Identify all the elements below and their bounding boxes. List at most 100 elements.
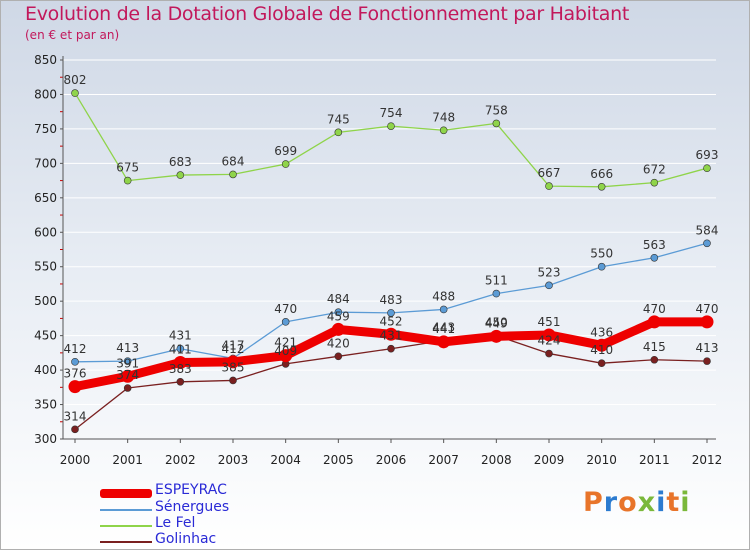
data-point-lefel: [334, 128, 343, 137]
data-label-espeyrac: 452: [380, 314, 403, 328]
data-point-snergues: [123, 357, 132, 365]
legend-swatch-le-fel: [100, 525, 152, 527]
data-label-golinhac: 413: [696, 341, 719, 355]
data-label-lefel: 802: [64, 73, 87, 87]
data-label-lefel: 745: [327, 112, 350, 126]
data-point-espeyrac: [437, 335, 451, 349]
y-tick-label: 600: [34, 225, 57, 239]
x-tick-label: 2004: [270, 453, 301, 467]
data-point-golinhac: [387, 344, 395, 353]
data-point-lefel: [545, 182, 553, 190]
x-tick-label: 2003: [218, 453, 249, 467]
data-label-espeyrac: 411: [169, 343, 192, 357]
legend-label-golinhac: Golinhac: [155, 531, 217, 547]
data-point-lefel: [703, 164, 711, 172]
legend-swatch-espeyrac: [100, 489, 152, 498]
y-tick-label: 300: [34, 432, 57, 446]
x-tick-label: 2001: [112, 453, 143, 467]
data-point-lefel: [281, 160, 290, 168]
y-tick-label: 350: [34, 398, 57, 412]
data-label-golinhac: 374: [116, 368, 139, 382]
data-label-golinhac: 385: [222, 360, 245, 374]
data-label-snergues: 413: [116, 341, 139, 355]
data-label-golinhac: 443: [432, 320, 455, 334]
data-point-snergues: [492, 289, 501, 298]
data-label-golinhac: 383: [169, 362, 192, 376]
data-point-snergues: [176, 344, 185, 353]
data-point-lefel: [71, 89, 79, 97]
data-point-espeyrac: [173, 356, 187, 370]
x-tick-label: 2002: [165, 453, 196, 467]
x-tick-label: 2012: [692, 453, 723, 467]
data-label-lefel: 699: [274, 144, 297, 158]
data-point-snergues: [703, 239, 711, 248]
y-tick-label: 850: [34, 53, 57, 67]
data-point-snergues: [71, 358, 79, 366]
data-label-lefel: 758: [485, 103, 508, 117]
data-point-espeyrac: [542, 328, 556, 342]
x-tick-label: 2000: [60, 453, 91, 467]
data-point-espeyrac: [279, 349, 293, 363]
x-tick-label: 2010: [586, 453, 617, 467]
data-point-espeyrac: [595, 338, 609, 352]
data-point-espeyrac: [700, 315, 714, 329]
data-label-snergues: 563: [643, 238, 666, 252]
data-point-lefel: [597, 182, 606, 191]
data-label-snergues: 412: [64, 342, 87, 356]
y-tick-label: 550: [34, 260, 57, 274]
data-point-snergues: [439, 305, 448, 314]
legend-item-espeyrac: ESPEYRAC: [100, 482, 300, 501]
data-label-espeyrac: 470: [643, 302, 666, 316]
data-label-espeyrac: 451: [538, 315, 561, 329]
data-point-golinhac: [597, 359, 606, 368]
y-tick-label: 750: [34, 122, 57, 136]
data-label-espeyrac: 459: [327, 309, 350, 323]
data-label-snergues: 488: [432, 289, 455, 303]
data-label-snergues: 511: [485, 274, 508, 288]
data-label-snergues: 484: [327, 292, 350, 306]
data-label-lefel: 684: [222, 154, 245, 168]
data-label-espeyrac: 376: [64, 367, 87, 381]
data-label-snergues: 523: [538, 265, 561, 279]
data-point-espeyrac: [647, 315, 661, 329]
data-label-lefel: 748: [432, 110, 455, 124]
data-point-espeyrac: [121, 369, 135, 383]
data-label-lefel: 683: [169, 155, 192, 169]
data-label-espeyrac: 436: [590, 325, 613, 339]
data-point-lefel: [176, 171, 185, 179]
y-tick-label: 700: [34, 156, 57, 170]
data-point-snergues: [597, 262, 606, 271]
y-tick-label: 450: [34, 329, 57, 343]
legend-swatch-golinhac: [100, 541, 152, 543]
logo-letter: i: [680, 487, 691, 518]
data-point-golinhac: [703, 357, 711, 365]
x-tick-label: 2008: [481, 453, 512, 467]
data-point-lefel: [650, 178, 659, 187]
x-tick-label: 2005: [323, 453, 354, 467]
data-label-snergues: 483: [380, 293, 403, 307]
data-label-lefel: 675: [116, 161, 139, 175]
legend-item-senergues: Sénergues: [100, 499, 300, 518]
legend-swatch-senergues: [100, 509, 152, 511]
x-tick-label: 2007: [428, 453, 459, 467]
x-tick-label: 2011: [639, 453, 670, 467]
logo-letter: P: [583, 487, 604, 518]
data-label-espeyrac: 470: [696, 302, 719, 316]
data-point-snergues: [334, 308, 343, 317]
data-label-snergues: 431: [169, 329, 192, 343]
data-point-lefel: [387, 122, 395, 130]
data-point-espeyrac: [68, 380, 82, 394]
data-label-golinhac: 314: [64, 409, 87, 423]
data-label-snergues: 550: [590, 247, 613, 261]
data-label-lefel: 754: [380, 106, 403, 120]
legend-item-le-fel: Le Fel: [100, 515, 300, 534]
data-point-golinhac: [229, 376, 237, 385]
x-tick-label: 2009: [534, 453, 565, 467]
data-point-lefel: [229, 170, 237, 179]
data-label-espeyrac: 391: [116, 356, 139, 370]
chart-title: Evolution de la Dotation Globale de Fonc…: [25, 3, 630, 25]
data-point-golinhac: [545, 349, 553, 358]
data-point-lefel: [492, 119, 501, 128]
